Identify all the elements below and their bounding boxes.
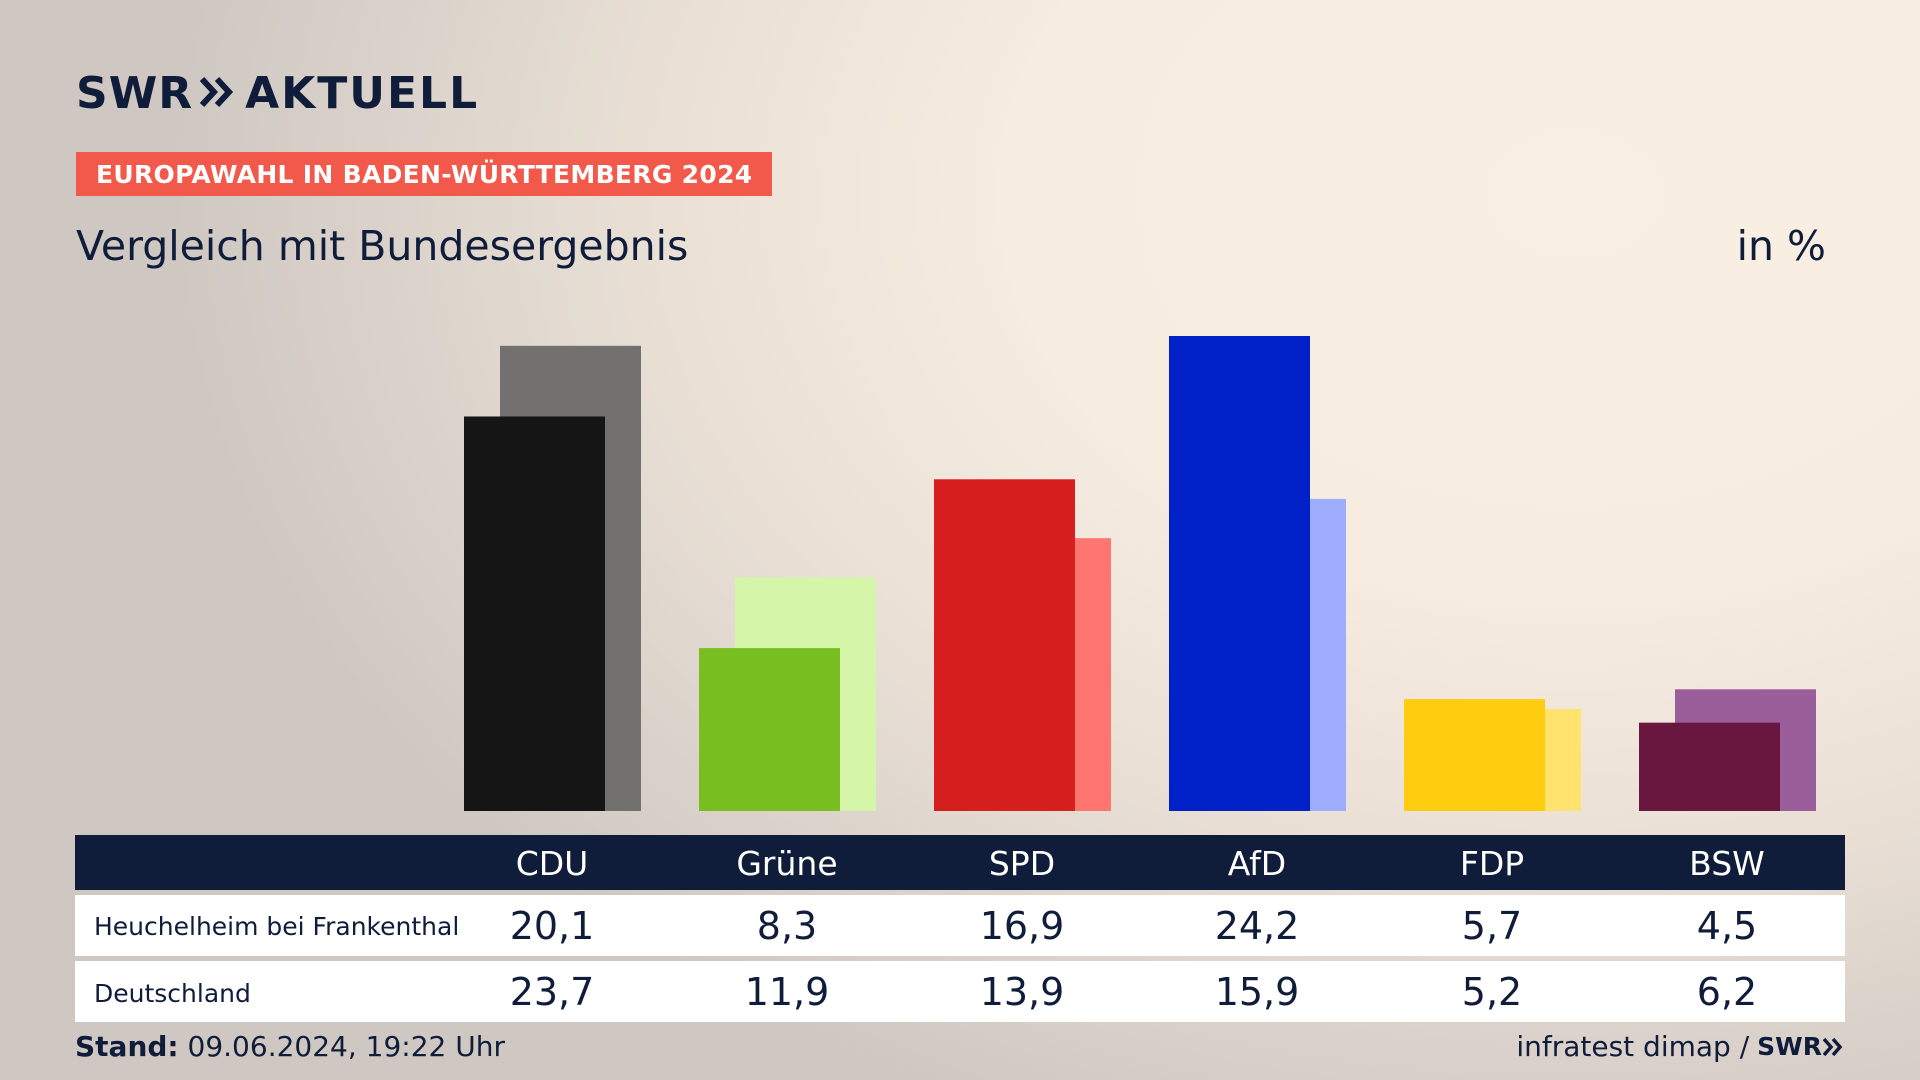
bar-local-bsw [1639,722,1780,811]
column-header-cdu: CDU [515,844,589,883]
logo-aktuell-text: AKTUELL [245,68,480,119]
stand-label: Stand: [75,1030,179,1063]
table-cell: 23,7 [509,970,595,1014]
source-credit: infratest dimap / SWR [1516,1030,1844,1063]
table-cell: 11,9 [744,970,830,1014]
table-cell: 24,2 [1214,904,1300,948]
bar-local-afd [1169,336,1310,811]
stand-value: 09.06.2024, 19:22 Uhr [187,1030,505,1063]
column-header-spd: SPD [988,844,1056,883]
footer-swr-text: SWR [1757,1032,1822,1061]
page-title: Vergleich mit Bundesergebnis [76,222,689,270]
table-header: CDU Grüne SPD AfD FDP BSW [75,835,1845,890]
row-label-national: Deutschland [94,979,251,1008]
bar-local-spd [934,479,1075,811]
table-cell: 16,9 [979,904,1065,948]
column-header-bsw: BSW [1689,844,1765,883]
table-cell: 13,9 [979,970,1065,1014]
bar-local-cdu [464,416,605,811]
unit-label: in % [1736,222,1826,270]
election-badge: EUROPAWAHL IN BADEN-WÜRTTEMBERG 2024 [76,152,773,196]
double-chevron-icon [199,75,235,113]
footer-chevron-icon [1822,1037,1843,1056]
results-table: CDU Grüne SPD AfD FDP BSW Heuchelheim bei Fra… [75,835,1845,1022]
timestamp: Stand: 09.06.2024, 19:22 Uhr [75,1030,505,1063]
table-cell: 8,3 [756,904,818,948]
table-cell: 6,2 [1696,970,1758,1014]
column-header-afd: AfD [1227,844,1287,883]
table-cell: 4,5 [1696,904,1758,948]
source-text: infratest dimap / [1516,1030,1750,1063]
table-cell: 15,9 [1214,970,1300,1014]
logo-swr-text: SWR [76,68,194,119]
table-cell: 20,1 [509,904,595,948]
row-label-local: Heuchelheim bei Frankenthal [94,912,460,941]
table-cell: 5,2 [1461,970,1523,1014]
column-header-fdp: FDP [1459,844,1525,883]
column-header-grüne: Grüne [736,844,838,883]
bar-local-grüne [699,648,840,811]
table-row-local: Heuchelheim bei Frankenthal 20,1 8,3 16,9 2… [75,895,1845,956]
swr-aktuell-logo: SWR AKTUELL [76,68,479,119]
table-row-national: Deutschland 23,7 11,9 13,9 15,9 5,2 6,2 [75,961,1845,1022]
bar-local-fdp [1404,699,1545,811]
table-cell: 5,7 [1461,904,1523,948]
